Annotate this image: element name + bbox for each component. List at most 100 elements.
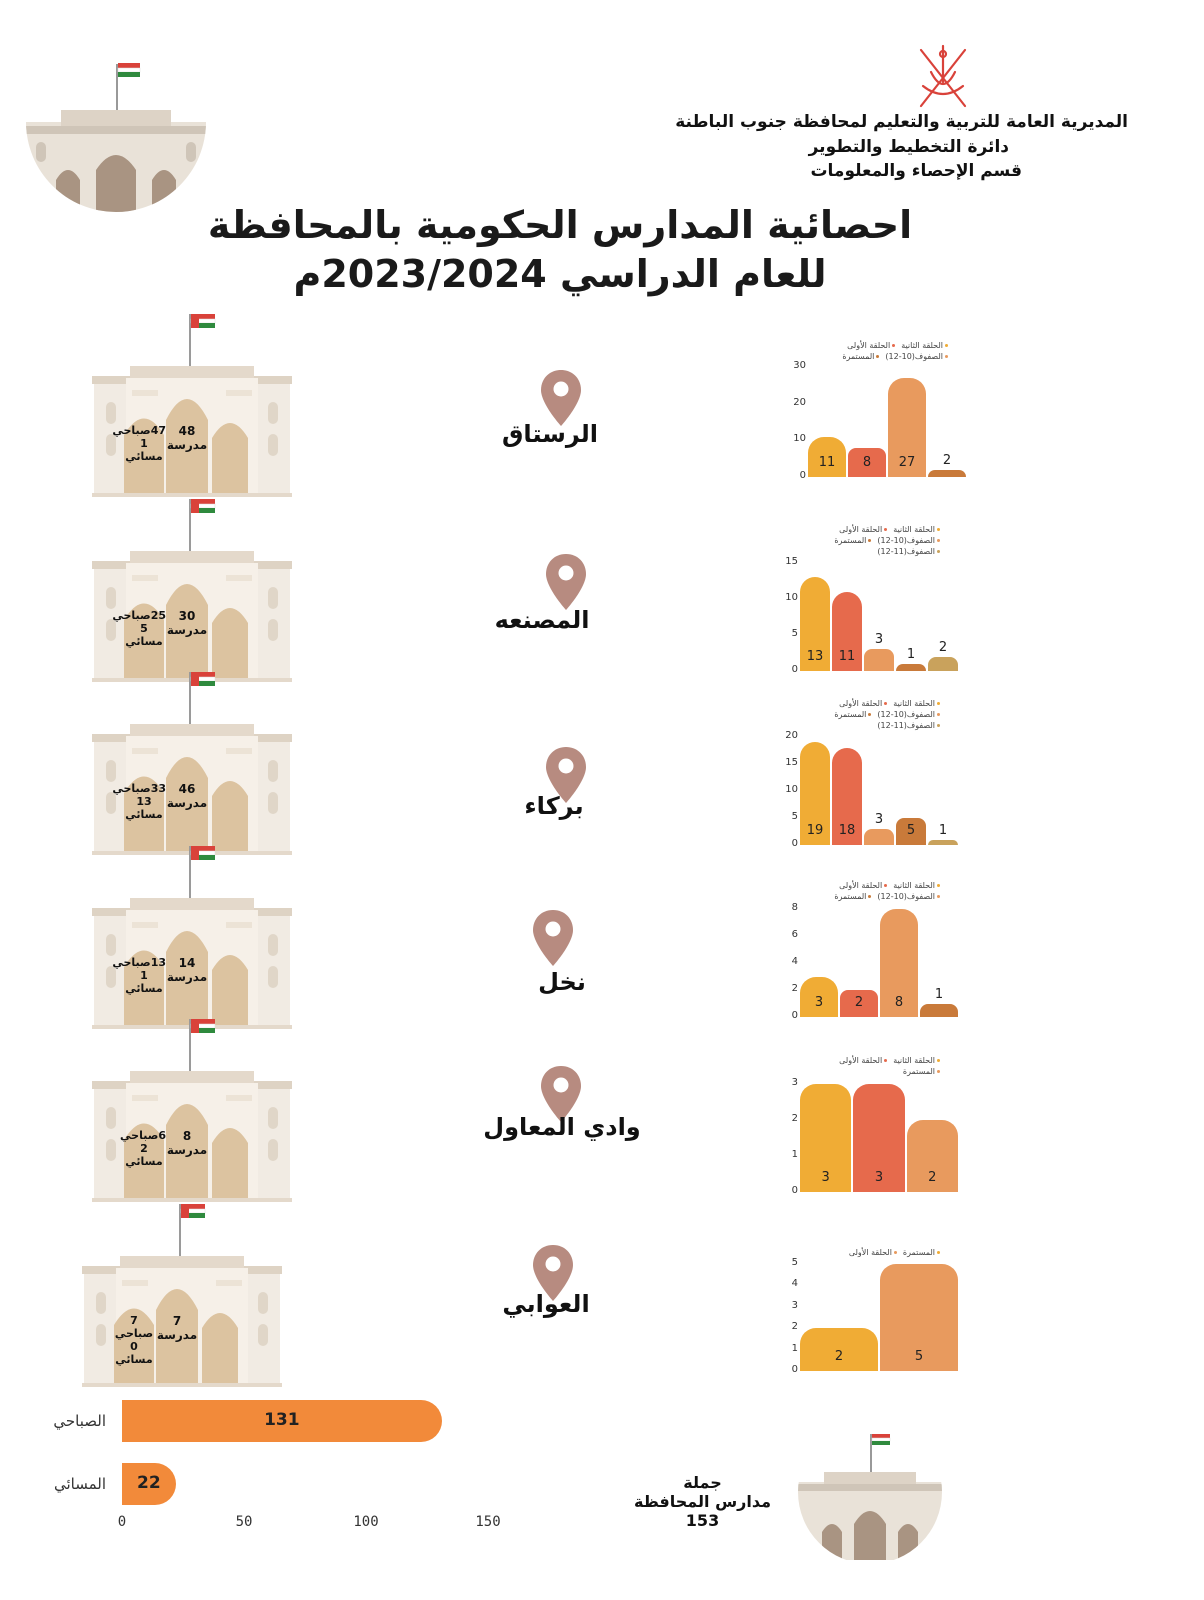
header-section: قسم الإحصاء والمعلومات: [810, 161, 1022, 181]
evening-value: 22: [136, 1473, 161, 1493]
legend-item: الحلقة الأولى: [839, 525, 888, 534]
school-total-count: 48 مدرسة: [166, 424, 208, 452]
chart-legend: المستمرة الحلقة الأولى: [810, 1247, 940, 1258]
legend-dot-icon: [884, 702, 888, 705]
school-total-number: 8: [182, 1129, 192, 1143]
y-tick-label: 8: [791, 902, 798, 913]
legend-label: المستمرة: [834, 710, 867, 719]
chart-bar: [808, 436, 846, 477]
bar-value-label: 18: [838, 823, 856, 838]
legend-dot-icon: [937, 1070, 940, 1073]
legend-label: المستمرة: [834, 536, 867, 545]
y-tick-label: 30: [793, 360, 806, 371]
legend-label: الحلقة الثانية: [893, 525, 935, 534]
legend-label: الحلقة الثانية: [893, 881, 935, 890]
school-total-count: 14 مدرسة: [166, 956, 208, 984]
bar-value-label: 11: [818, 455, 836, 470]
location-pin-icon: [538, 1064, 584, 1124]
school-shift-breakdown: 6صباحي 2 مسائي: [120, 1129, 166, 1168]
chart-bar: [928, 839, 958, 845]
legend-label: الصفوف(10-12): [877, 536, 935, 545]
chart-legend: الحلقة الثانية الحلقة الأولى الصفوف(10-12)…: [818, 340, 948, 362]
x-tick-150: 150: [475, 1514, 501, 1530]
y-tick-label: 0: [791, 838, 798, 849]
district-name: وادي المعاول: [483, 1113, 641, 1141]
bar-value-label: 3: [874, 811, 884, 827]
legend-label: الصفوف(10-12): [885, 352, 943, 361]
oman-emblem-icon: [919, 44, 967, 108]
legend-dot-icon: [868, 713, 872, 716]
bar-value-label: 2: [928, 1170, 937, 1185]
school-shift-line: 47صباحي: [112, 424, 166, 437]
chart-bar: [800, 976, 838, 1017]
page-title-line2: للعام الدراسي 2023/2024م: [293, 252, 827, 296]
chart-bar: [864, 649, 894, 671]
y-tick-label: 2: [791, 1113, 798, 1124]
legend-label: الصفوف(10-12): [877, 710, 935, 719]
header-directorate: المديرية العامة للتربية والتعليم لمحافظة…: [675, 112, 1128, 132]
legend-item: الحلقة الثانية: [893, 525, 940, 534]
legend-item: الصفوف(10-12): [877, 710, 940, 719]
y-tick-label: 0: [799, 470, 806, 481]
morning-label: الصباحي: [53, 1412, 106, 1430]
legend-dot-icon: [945, 355, 948, 358]
header-department: دائرة التخطيط والتطوير: [808, 137, 1009, 157]
x-tick-100: 100: [353, 1514, 379, 1530]
bar-value-label: 5: [906, 823, 916, 838]
legend-label: الصفوف(11-12): [877, 721, 935, 730]
chart-bar: [832, 591, 862, 671]
legend-dot-icon: [937, 550, 940, 553]
school-total-count: 46 مدرسة: [166, 782, 208, 810]
bar-value-label: 3: [874, 1170, 884, 1185]
y-tick-label: 5: [791, 811, 798, 822]
y-tick-label: 1: [791, 1342, 798, 1354]
legend-item: المستمرة: [842, 352, 880, 361]
chart-legend: الحلقة الثانية الحلقة الأولى الصفوف(10-12)…: [810, 698, 940, 731]
school-shift-breakdown: 47صباحي 1 مسائي: [112, 424, 166, 463]
bar-value-label: 11: [838, 649, 856, 664]
y-tick-label: 10: [785, 784, 798, 795]
location-pin-icon: [543, 745, 589, 805]
school-shift-line: 13صباحي: [112, 956, 166, 969]
school-shift-breakdown: 33صباحي 13 مسائي: [112, 782, 166, 821]
bar-value-label: 1: [934, 986, 944, 1002]
chart-bar: [920, 1003, 958, 1017]
y-tick-label: 1: [791, 1149, 798, 1160]
x-tick-0: 0: [117, 1514, 127, 1530]
chart-bar: [840, 990, 878, 1017]
school-shift-line: 6صباحي: [120, 1129, 166, 1142]
legend-dot-icon: [945, 344, 948, 347]
y-tick-label: 10: [793, 433, 806, 445]
school-building-icon: [92, 668, 292, 858]
school-total-number: 7: [172, 1314, 182, 1328]
y-tick-label: 15: [785, 757, 798, 768]
bar-value-label: 8: [894, 995, 904, 1010]
school-total-number: 48: [178, 424, 196, 438]
school-total-word: مدرسة: [166, 623, 208, 637]
legend-dot-icon: [937, 895, 940, 898]
y-tick-label: 6: [791, 929, 798, 940]
legend-dot-icon: [884, 528, 888, 531]
legend-item: المستمرة: [903, 1248, 940, 1257]
legend-label: الحلقة الأولى: [839, 881, 883, 890]
legend-item: المستمرة: [834, 710, 872, 719]
y-tick-label: 10: [785, 592, 798, 603]
district-name: نخل: [538, 968, 586, 996]
school-shift-line: 13 مسائي: [125, 795, 163, 821]
total-schools-line2: مدارس المحافظة: [633, 1492, 771, 1511]
legend-dot-icon: [884, 1059, 888, 1062]
chart-bar: [896, 818, 926, 845]
y-tick-label: 15: [785, 556, 798, 567]
chart-bar: [880, 1264, 958, 1371]
evening-label: المسائي: [53, 1475, 106, 1493]
legend-dot-icon: [937, 884, 940, 887]
legend-dot-icon: [868, 895, 872, 898]
school-shift-line: مسائي: [115, 1353, 153, 1366]
school-total-word: مدرسة: [166, 1143, 208, 1157]
legend-item: الصفوف(10-12): [877, 892, 940, 901]
legend-label: الحلقة الأولى: [839, 1056, 883, 1065]
chart-legend: الحلقة الثانية الحلقة الأولى الصفوف(10-12)…: [810, 524, 940, 557]
school-building-icon: [92, 1015, 292, 1205]
school-total-count: 8 مدرسة: [166, 1129, 208, 1157]
y-tick-label: 0: [791, 664, 798, 675]
